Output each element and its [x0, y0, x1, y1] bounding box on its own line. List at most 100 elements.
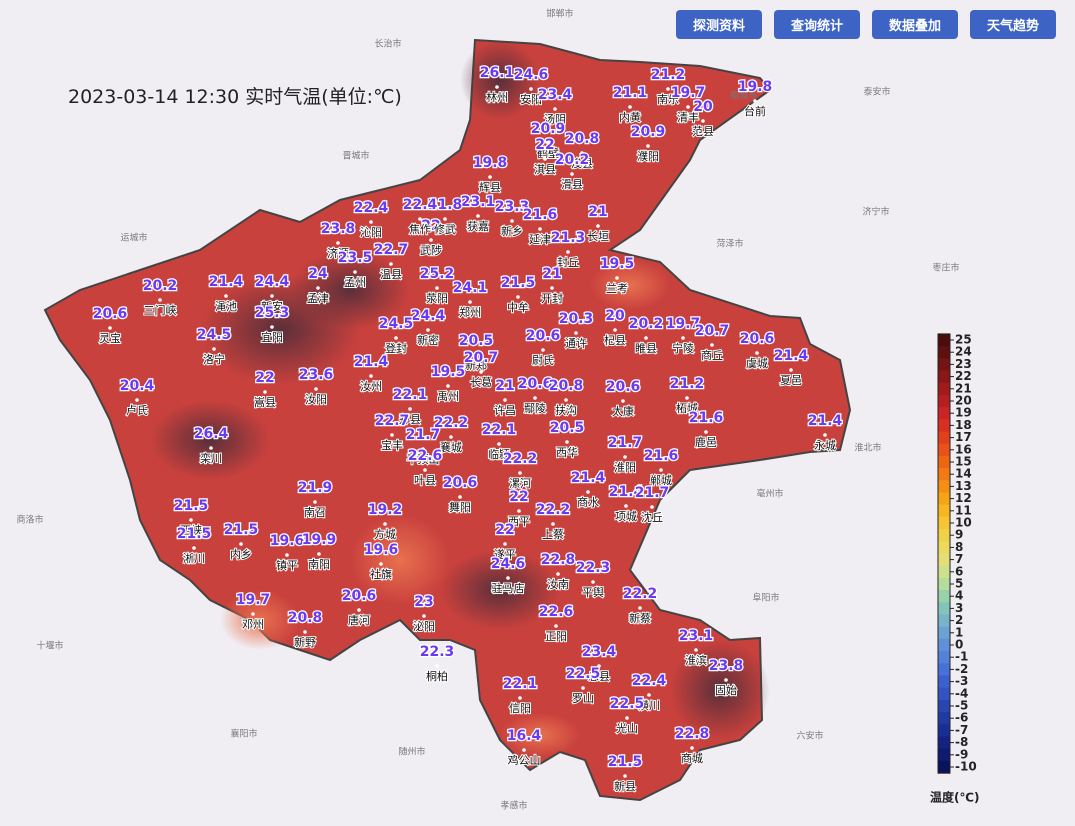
station-dot: [690, 746, 694, 750]
station-dot: [408, 407, 412, 411]
station-name: 沁阳: [360, 226, 382, 239]
station-name: 温县: [380, 268, 402, 281]
station-dot: [251, 612, 255, 616]
station-name: 汝阳: [305, 392, 327, 406]
station-name: 尉氏: [532, 353, 554, 367]
legend-label: 18: [955, 418, 972, 432]
city-label: 襄阳市: [230, 728, 257, 740]
city-label: 邯郸市: [546, 8, 573, 20]
station-name: 登封: [385, 341, 407, 355]
legend-label: 21: [955, 381, 972, 395]
station-dot: [390, 433, 394, 437]
station-name: 上蔡: [542, 528, 564, 541]
station-name: 太康: [612, 404, 634, 418]
station-temp: 21.5: [224, 522, 259, 538]
station-name: 宁陵: [672, 341, 694, 355]
station-temp: 22.8: [541, 552, 576, 568]
toolbar-button[interactable]: 天气趋势: [970, 10, 1056, 39]
toolbar-button[interactable]: 探测资料: [676, 10, 762, 39]
station-dot: [468, 300, 472, 304]
station-temp: 21.4: [609, 484, 644, 500]
station-temp: 22: [535, 137, 554, 153]
station-name: 驻马店: [492, 581, 525, 595]
station-dot: [317, 552, 321, 556]
station-temp: 22.2: [503, 451, 538, 467]
station-temp: 26.1: [480, 65, 515, 81]
station-dot: [581, 686, 585, 690]
legend-label: 1: [955, 625, 963, 639]
station-name: 新乡: [501, 224, 523, 238]
station-temp: 21.3: [551, 230, 586, 246]
station-temp: 22.4: [403, 197, 438, 213]
station-name: 邓州: [242, 618, 264, 631]
legend-swatch: [938, 370, 950, 384]
station-name: 安阳: [520, 92, 542, 106]
legend-label: 25: [955, 333, 972, 347]
legend-swatch: [938, 736, 950, 750]
legend-label: -8: [955, 735, 968, 749]
station-dot: [586, 490, 590, 494]
station-dot: [554, 624, 558, 628]
station-name: 鹤壁: [537, 146, 559, 160]
legend-swatch: [938, 699, 950, 713]
legend-label: 23: [955, 357, 972, 371]
station-temp: 21.7: [635, 485, 670, 501]
station-name: 延津: [529, 233, 551, 246]
station-name: 商水: [577, 495, 599, 509]
station-name: 鹿邑: [695, 435, 717, 449]
station-temp: 20.5: [550, 420, 585, 436]
station-dot: [541, 348, 545, 352]
station-temp: 20.9: [531, 121, 566, 137]
station-dot: [556, 572, 560, 576]
station-temp: 21.4: [354, 354, 389, 370]
station-name: 清丰: [677, 111, 699, 124]
station-name: 长垣: [587, 230, 609, 243]
station-dot: [686, 105, 690, 109]
station-dot: [263, 390, 267, 394]
station-dot: [497, 442, 501, 446]
station-temp: 19.6: [364, 542, 399, 558]
station-dot: [659, 468, 663, 472]
station-name: 泌阳: [413, 620, 435, 633]
station-dot: [479, 370, 483, 374]
station-dot: [394, 336, 398, 340]
station-name: 卢氏: [126, 404, 148, 417]
station-name: 三门峡: [144, 303, 177, 317]
legend-swatch: [938, 358, 950, 371]
station-dot: [336, 241, 340, 245]
station-temp: 21.6: [523, 207, 558, 223]
station-dot: [369, 220, 373, 224]
station-dot: [518, 471, 522, 475]
station-dot: [823, 433, 827, 437]
station-dot: [379, 562, 383, 566]
station-name: 叶县: [414, 474, 436, 487]
station-name: 范县: [692, 124, 714, 138]
station-dot: [628, 105, 632, 109]
station-dot: [503, 398, 507, 402]
station-name: 西华: [556, 445, 578, 459]
legend-swatch: [938, 638, 950, 652]
legend-label: 24: [955, 345, 972, 359]
station-dot: [613, 328, 617, 332]
station-dot: [529, 87, 533, 91]
station-dot: [551, 522, 555, 526]
toolbar-button[interactable]: 数据叠加: [872, 10, 958, 39]
station-name: 栾川: [200, 451, 222, 465]
station-name: 项城: [615, 510, 637, 523]
station-name: 固始: [715, 683, 737, 697]
city-label: 孝感市: [500, 800, 527, 812]
legend-swatch: [938, 516, 950, 530]
station-dot: [189, 518, 193, 522]
toolbar-button[interactable]: 查询统计: [774, 10, 860, 39]
station-dot: [724, 678, 728, 682]
station-temp: 22: [495, 522, 514, 538]
station-name: 商丘: [701, 348, 723, 362]
station-temp: 22.2: [434, 415, 469, 431]
station-temp: 21.4: [774, 348, 809, 364]
station-name: 淇县: [534, 163, 556, 176]
station-temp: 22.1: [503, 676, 538, 692]
city-label: 聊城市: [730, 90, 757, 102]
station-temp: 22.6: [539, 604, 574, 620]
legend-label: 22: [955, 369, 972, 383]
station-temp: 21.2: [651, 67, 686, 83]
